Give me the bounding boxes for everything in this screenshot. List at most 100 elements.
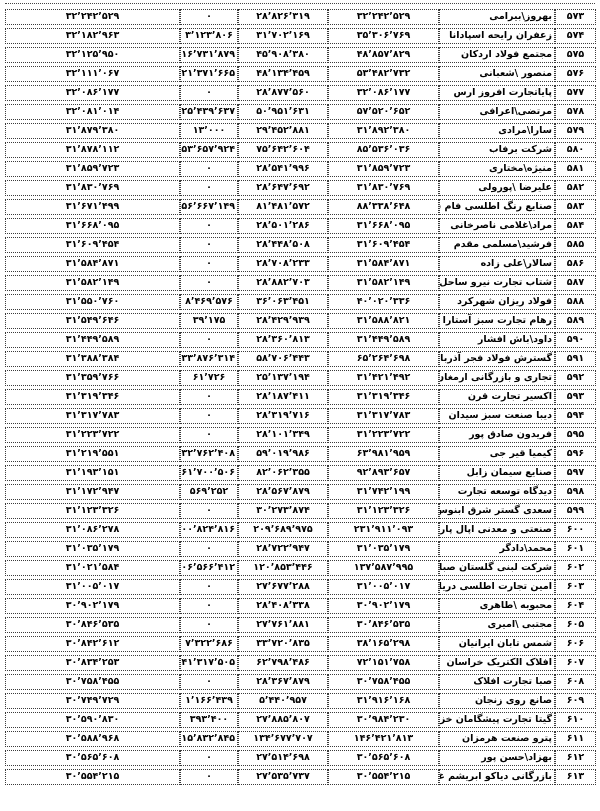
value1-cell: ۸۵٬۵۳۶٬۰۳۶ — [328, 142, 439, 158]
table-row: ۵۸۴ مراد\غلامی ناصرخانی ۳۱٬۶۶۸٬۰۹۵ ۲۸٬۵۰۱٬۲… — [5, 218, 596, 234]
name-cell: کیمیا قیر جی — [439, 446, 555, 462]
value4-cell: ۳۰٬۵۸۸٬۹۶۸ — [5, 731, 180, 747]
table-row: ۵۹۰ داود\باش افشار ۳۱٬۴۴۹٬۵۸۹ ۲۸٬۳۶۰٬۸۱۳ ۰ ۳۱… — [5, 332, 596, 348]
value1-cell: ۳۱٬۶۰۹٬۴۵۴ — [328, 237, 439, 253]
rank-cell: ۵۸۹ — [555, 313, 596, 329]
name-cell: داود\باش افشار — [439, 332, 555, 348]
value1-cell: ۳۱٬۲۲۳٬۷۲۲ — [328, 427, 439, 443]
value1-cell: ۴۸٬۸۵۷٬۸۲۹ — [328, 47, 439, 63]
table-row: ۶۰۲ شرکت لبنی گلستان صباح ۱۳۷٬۵۸۷٬۹۹۵ ۱۲۰٬۸… — [5, 560, 596, 576]
value1-cell: ۲۳۱٬۹۱۱٬۰۹۳ — [328, 522, 439, 538]
name-cell: امین تجارت اطلسی دریا — [439, 579, 555, 595]
name-cell: فولاد ریزان شهرکرد — [439, 294, 555, 310]
value4-cell: ۳۱٬۶۶۸٬۰۹۵ — [5, 218, 180, 234]
value3-cell: ۰ — [180, 275, 238, 291]
value3-cell: ۰ — [180, 180, 238, 196]
table-row: ۵۷۵ مجتمع فولاد اردکان ۴۸٬۸۵۷٬۸۲۹ ۴۵٬۹۰۸٬۳۸… — [5, 47, 596, 63]
name-cell: فریدون صادق پور — [439, 427, 555, 443]
rank-cell: ۶۰۵ — [555, 617, 596, 633]
value3-cell: ۰ — [180, 427, 238, 443]
value2-cell: ۲۸٬۴۰۸٬۳۳۸ — [238, 598, 328, 614]
value4-cell: ۳۱٬۱۷۲٬۹۴۷ — [5, 484, 180, 500]
value4-cell: ۳۱٬۶۰۹٬۴۵۴ — [5, 237, 180, 253]
value4-cell: ۳۱٬۶۷۱٬۴۹۹ — [5, 199, 180, 215]
value2-cell: ۵۸٬۷۰۶٬۴۴۳ — [238, 351, 328, 367]
rank-cell: ۶۰۹ — [555, 693, 596, 709]
table-row: ۵۹۸ دیدگاه توسعه تجارت ۳۱٬۷۴۲٬۱۹۹ ۲۸٬۵۶۷٬۸۷… — [5, 484, 596, 500]
table-row: ۶۱۱ پترو صنعت هرمزان ۱۴۶٬۴۲۱٬۸۱۳ ۱۳۴٬۶۷۷٬۷۰… — [5, 731, 596, 747]
name-cell: علیرضا \پورولی — [439, 180, 555, 196]
value1-cell: ۵۳٬۴۸۲٬۷۳۲ — [328, 66, 439, 82]
value2-cell: ۶۲٬۷۹۸٬۴۸۶ — [238, 655, 328, 671]
value1-cell: ۳۱٬۰۳۵٬۱۷۹ — [328, 541, 439, 557]
value3-cell: ۰ — [180, 332, 238, 348]
value4-cell: ۳۱٬۳۱۹٬۳۴۶ — [5, 389, 180, 405]
value4-cell: ۳۲٬۱۱۱٬۰۶۷ — [5, 66, 180, 82]
value3-cell: ۰ — [180, 750, 238, 766]
value1-cell: ۳۱٬۵۸۲٬۱۴۹ — [328, 275, 439, 291]
table-row: ۵۷۹ سارا\مرادی ۳۱٬۸۹۲٬۳۸۰ ۲۹٬۴۵۲٬۸۸۱ ۱۳٬۰۰۰ ۳… — [5, 123, 596, 139]
name-cell: بهزاد\حسن پور — [439, 750, 555, 766]
value1-cell: ۹۲٬۸۹۳٬۶۵۷ — [328, 465, 439, 481]
rank-cell: ۶۰۶ — [555, 636, 596, 652]
value3-cell: ۷٬۳۲۲٬۶۸۶ — [180, 636, 238, 652]
value1-cell: ۳۵٬۳۰۶٬۷۶۹ — [328, 28, 439, 44]
value2-cell: ۷۵٬۶۴۲٬۶۰۴ — [238, 142, 328, 158]
value1-cell: ۳۲٬۲۴۲٬۵۲۹ — [328, 9, 439, 25]
table-row: ۵۸۰ شرکت برفاب ۸۵٬۵۳۶٬۰۳۶ ۷۵٬۶۴۲٬۶۰۴ ۵۳٬۶۵۷٬… — [5, 142, 596, 158]
table-row: ۵۸۸ فولاد ریزان شهرکرد ۴۰٬۰۲۰٬۳۳۶ ۳۶٬۰۶۳٬۴۵… — [5, 294, 596, 310]
name-cell: محبوبه \طاهری — [439, 598, 555, 614]
value3-cell: ۰ — [180, 769, 238, 785]
rank-cell: ۵۷۹ — [555, 123, 596, 139]
value2-cell: ۲۸٬۴۲۹٬۹۳۹ — [238, 313, 328, 329]
value2-cell: ۴۸٬۱۳۴٬۴۵۹ — [238, 66, 328, 82]
value3-cell: ۰ — [180, 617, 238, 633]
rank-cell: ۶۰۴ — [555, 598, 596, 614]
name-cell: پایاتجارت افروز ارس — [439, 85, 555, 101]
report-table: ۵۷۳ بهروز\بیرامی ۳۲٬۲۴۲٬۵۲۹ ۲۸٬۸۲۶٬۳۱۹ ۰ ۳۲٬۲… — [5, 6, 596, 788]
value4-cell: ۳۲٬۱۸۲٬۹۶۳ — [5, 28, 180, 44]
value1-cell: ۸۸٬۳۳۸٬۶۴۸ — [328, 199, 439, 215]
table-row: ۵۷۳ بهروز\بیرامی ۳۲٬۲۴۲٬۵۲۹ ۲۸٬۸۲۶٬۳۱۹ ۰ ۳۲٬۲… — [5, 9, 596, 25]
rank-cell: ۶۰۳ — [555, 579, 596, 595]
value4-cell: ۳۱٬۸۷۹٬۳۸۰ — [5, 123, 180, 139]
value4-cell: ۳۱٬۳۵۹٬۷۶۶ — [5, 370, 180, 386]
value2-cell: ۲۸٬۷۰۸٬۲۳۳ — [238, 256, 328, 272]
name-cell: منیژه\مختاری — [439, 161, 555, 177]
rank-cell: ۶۰۷ — [555, 655, 596, 671]
value3-cell: ۳٬۱۲۳٬۸۰۶ — [180, 28, 238, 44]
name-cell: صنعتی و معدنی اپال پارسیان سنگان — [439, 522, 555, 538]
value4-cell: ۳۱٬۱۹۳٬۱۵۱ — [5, 465, 180, 481]
table-row: ۵۸۱ منیژه\مختاری ۳۱٬۸۵۹٬۷۲۳ ۲۸٬۵۴۱٬۹۹۶ ۰ ۳۱٬۸… — [5, 161, 596, 177]
value2-cell: ۳۰٬۲۷۳٬۸۷۴ — [238, 503, 328, 519]
value3-cell: ۳۲٬۷۶۲٬۴۰۸ — [180, 446, 238, 462]
value2-cell: ۵۰٬۹۵۱٬۶۳۱ — [238, 104, 328, 120]
value2-cell: ۲۹٬۴۵۲٬۸۸۱ — [238, 123, 328, 139]
value3-cell: ۱۶٬۷۳۱٬۸۷۹ — [180, 47, 238, 63]
value3-cell: ۶۱٬۷۰۰٬۵۰۶ — [180, 465, 238, 481]
value3-cell: ۳۳٬۸۷۶٬۳۱۴ — [180, 351, 238, 367]
value3-cell: ۱۰۶٬۵۶۶٬۴۱۲ — [180, 560, 238, 576]
value3-cell: ۱۳٬۰۰۰ — [180, 123, 238, 139]
value1-cell: ۳۱٬۴۲۱٬۴۹۲ — [328, 370, 439, 386]
name-cell: افلاک الکتریک خراسان — [439, 655, 555, 671]
value1-cell: ۳۸٬۱۶۵٬۲۹۸ — [328, 636, 439, 652]
value1-cell: ۶۵٬۲۶۴٬۶۹۸ — [328, 351, 439, 367]
table-row: ۶۰۷ افلاک الکتریک خراسان ۷۲٬۱۵۱٬۷۵۸ ۶۲٬۷۹۸٬… — [5, 655, 596, 671]
value1-cell: ۳۰٬۷۵۸٬۴۵۵ — [328, 674, 439, 690]
value2-cell: ۲۸٬۵۴۱٬۹۹۶ — [238, 161, 328, 177]
value2-cell: ۲۵٬۱۳۷٬۱۹۴ — [238, 370, 328, 386]
value2-cell: ۴۵٬۹۰۸٬۳۸۰ — [238, 47, 328, 63]
value4-cell: ۳۱٬۵۸۴٬۸۷۱ — [5, 256, 180, 272]
value2-cell: ۲۸٬۸۲۶٬۳۱۹ — [238, 9, 328, 25]
table-row: ۵۹۴ دیبا صنعت سبز سیدان ۳۱٬۳۱۷٬۷۸۳ ۲۸٬۳۱۹٬۷… — [5, 408, 596, 424]
name-cell: سعدی گستر شرق ابنوس — [439, 503, 555, 519]
rank-cell: ۵۸۲ — [555, 180, 596, 196]
value4-cell: ۳۱٬۰۳۵٬۱۷۹ — [5, 541, 180, 557]
value2-cell: ۲۰۹٬۶۸۹٬۹۷۵ — [238, 522, 328, 538]
value2-cell: ۲۸٬۱۸۷٬۴۱۱ — [238, 389, 328, 405]
rank-cell: ۵۹۰ — [555, 332, 596, 348]
rank-cell: ۵۸۳ — [555, 199, 596, 215]
name-cell: مجتبی \امیری — [439, 617, 555, 633]
value4-cell: ۳۱٬۰۸۶٬۲۷۸ — [5, 522, 180, 538]
